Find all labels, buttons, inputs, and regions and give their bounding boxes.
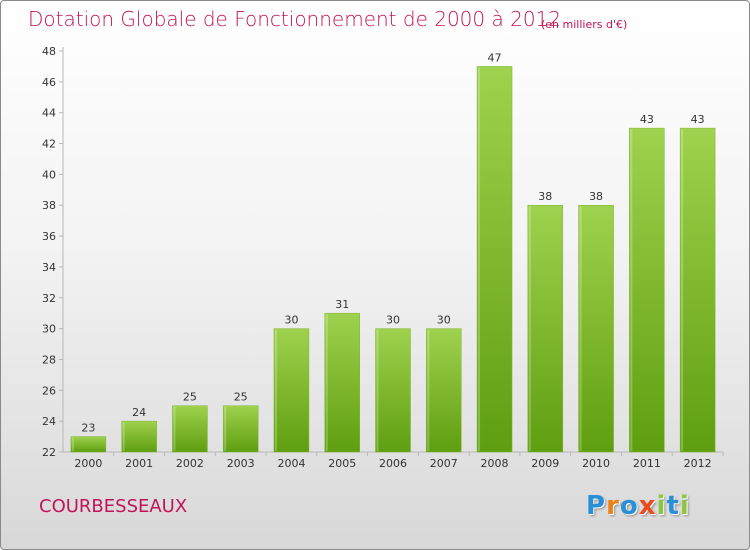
x-tick-label: 2011 [633, 457, 661, 470]
y-tick-label: 44 [42, 107, 56, 120]
proxiti-logo: Proxiti [586, 491, 690, 521]
chart-axes: 22 24 26 28 30 32 34 36 38 40 42 44 46 48 2000 2001 2002… [42, 45, 724, 470]
commune-name: COURBESSEAUX [39, 496, 188, 517]
x-tick-label: 2001 [125, 457, 153, 470]
y-tick-label: 32 [42, 292, 56, 305]
bar-highlight [427, 329, 430, 451]
bar-value-label: 23 [81, 422, 95, 435]
y-tick-label: 36 [42, 230, 56, 243]
y-tick-label: 24 [42, 415, 56, 428]
x-tick-label: 2010 [582, 457, 610, 470]
bar-value-label: 38 [538, 190, 552, 203]
bar-highlight [274, 329, 277, 451]
bar-highlight [122, 422, 125, 451]
x-tick-label: 2002 [176, 457, 204, 470]
y-tick-label: 42 [42, 138, 56, 151]
bar-2000 [70, 436, 107, 453]
y-tick-label: 26 [42, 384, 56, 397]
bar-highlight [579, 206, 582, 451]
bar-value-label: 47 [488, 51, 502, 64]
bar-highlight [528, 206, 531, 451]
bar-2002 [172, 405, 208, 453]
chart-bars: 23 24 25 25 30 31 30 30 47 38 38 43 43 [70, 51, 716, 453]
x-tick-label: 2005 [328, 457, 356, 470]
chart-title: Dotation Globale de Fonctionnement de 20… [28, 7, 561, 31]
y-tick-label: 30 [42, 323, 56, 336]
y-tick-label: 34 [42, 261, 56, 274]
bar-2011 [629, 127, 665, 453]
bar-highlight [71, 437, 74, 451]
bar-2006 [375, 328, 411, 453]
bar-value-label: 30 [386, 314, 400, 327]
bar-highlight [630, 129, 633, 451]
bar-highlight [478, 67, 481, 451]
bar-2005 [324, 312, 360, 453]
x-tick-label: 2009 [531, 457, 559, 470]
bar-2007 [426, 328, 462, 453]
x-tick-label: 2004 [277, 457, 305, 470]
x-tick-label: 2006 [379, 457, 407, 470]
bar-value-label: 25 [183, 391, 197, 404]
bar-highlight [224, 406, 227, 451]
y-tick-label: 46 [42, 76, 56, 89]
bar-2009 [527, 204, 564, 453]
bar-value-label: 38 [589, 190, 603, 203]
bar-2012 [679, 127, 716, 453]
bar-value-label: 30 [437, 314, 451, 327]
x-tick-label: 2007 [430, 457, 458, 470]
x-tick-label: 2008 [481, 457, 509, 470]
x-tick-label: 2000 [74, 457, 102, 470]
logo-letter: i [679, 491, 690, 521]
y-tick-label: 40 [42, 168, 56, 181]
bar-highlight [325, 314, 328, 451]
bar-value-label: 43 [640, 113, 654, 126]
x-tick-label: 2003 [227, 457, 255, 470]
logo-letter: t [666, 491, 680, 521]
bar-2001 [121, 420, 157, 453]
bar-value-label: 43 [691, 113, 705, 126]
y-tick-label: 48 [42, 45, 56, 58]
logo-letter: x [638, 491, 657, 521]
logo-letter: P [586, 491, 607, 521]
bar-2004 [273, 328, 310, 453]
bar-2003 [222, 405, 259, 453]
y-tick-label: 38 [42, 199, 56, 212]
bar-highlight [376, 329, 379, 451]
bar-highlight [681, 129, 684, 451]
chart-unit: (en milliers d'€) [541, 18, 628, 31]
bar-2010 [578, 204, 614, 453]
x-tick-label: 2012 [684, 457, 712, 470]
bar-value-label: 24 [132, 406, 146, 419]
bar-value-label: 25 [234, 391, 248, 404]
bar-value-label: 31 [335, 298, 349, 311]
y-tick-label: 22 [42, 446, 56, 459]
bar-highlight [173, 406, 176, 451]
bar-value-label: 30 [284, 314, 298, 327]
logo-letter: r [606, 491, 620, 521]
y-tick-label: 28 [42, 353, 56, 366]
logo-letter: i [656, 491, 667, 521]
bar-2008 [476, 66, 513, 453]
logo-letter: o [619, 491, 639, 521]
